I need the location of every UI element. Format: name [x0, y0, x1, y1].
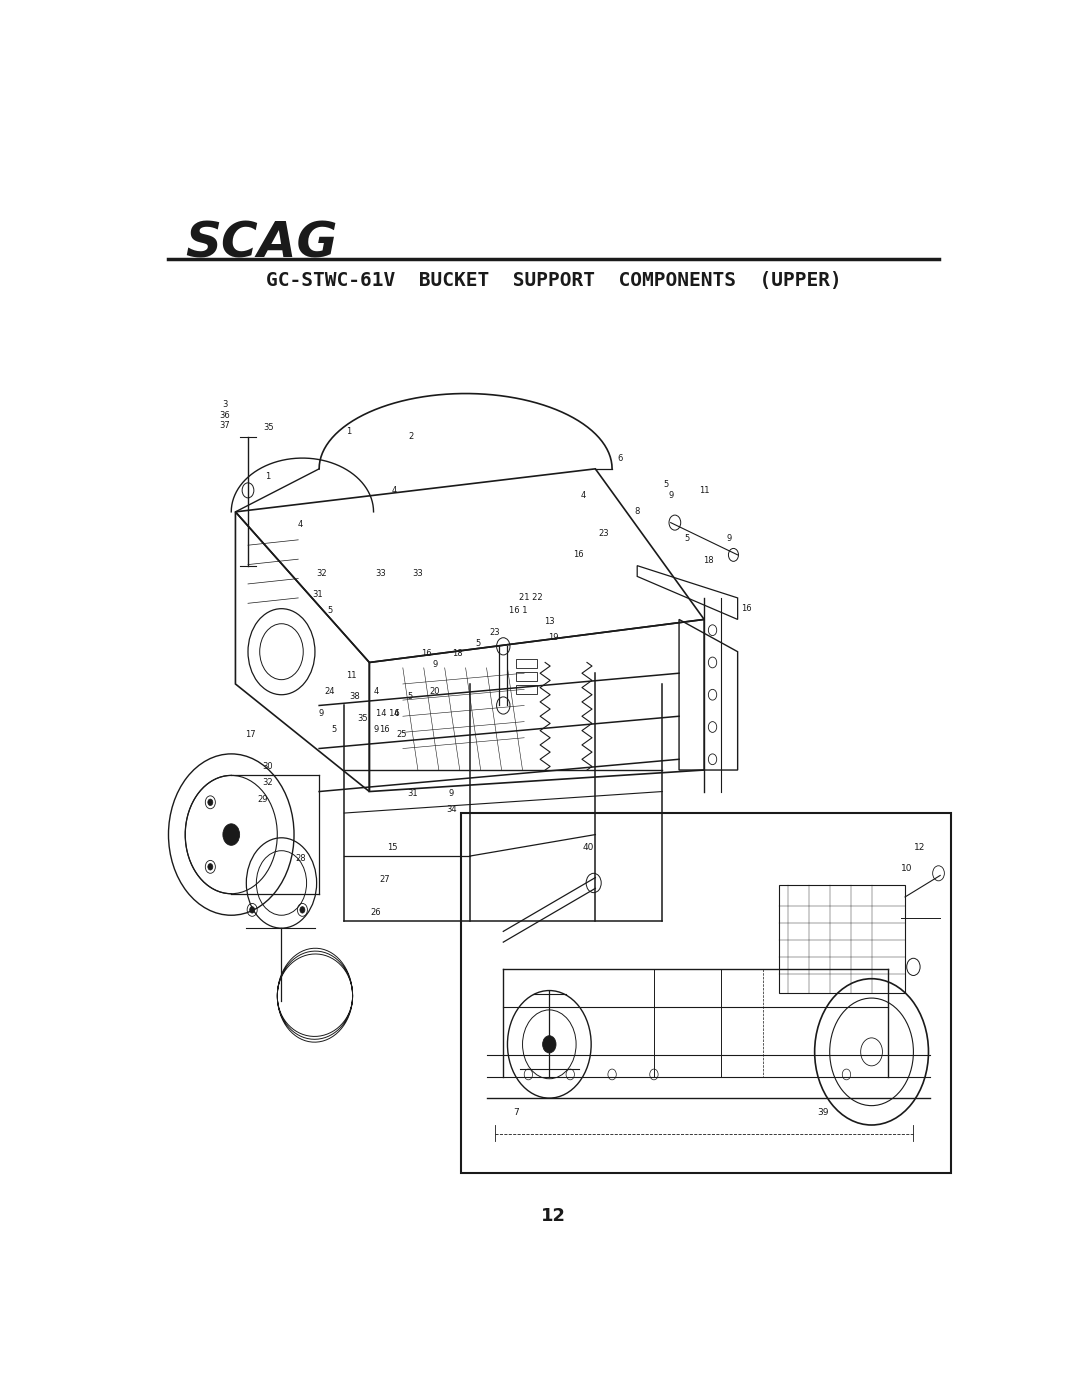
Text: 9: 9: [669, 492, 673, 500]
Text: 11: 11: [346, 671, 356, 680]
Text: 5: 5: [664, 481, 670, 489]
Text: 12: 12: [541, 1207, 566, 1225]
Text: 16: 16: [379, 725, 390, 733]
Text: 34: 34: [446, 805, 457, 814]
Text: 25: 25: [396, 731, 406, 739]
Text: 3
36
37: 3 36 37: [219, 400, 230, 430]
Text: 16 1: 16 1: [509, 606, 528, 615]
Circle shape: [542, 1035, 556, 1053]
Text: 35: 35: [357, 714, 368, 722]
Text: 6: 6: [618, 454, 623, 462]
Text: 39: 39: [818, 1108, 828, 1116]
Text: 31: 31: [312, 590, 323, 599]
Text: 18: 18: [451, 650, 462, 658]
Text: 29: 29: [258, 795, 268, 803]
Circle shape: [207, 799, 213, 806]
Text: 17: 17: [245, 731, 256, 739]
Text: 40: 40: [583, 842, 594, 852]
Text: 13: 13: [544, 617, 555, 626]
Circle shape: [222, 824, 240, 845]
Text: 4: 4: [392, 486, 397, 495]
Text: 33: 33: [375, 569, 386, 578]
Text: 12: 12: [915, 842, 926, 852]
Text: 38: 38: [350, 693, 361, 701]
Text: 30: 30: [262, 763, 272, 771]
Text: 33: 33: [413, 569, 423, 578]
Text: 16: 16: [573, 550, 584, 559]
Text: 15: 15: [388, 842, 399, 852]
Text: 4: 4: [298, 520, 303, 529]
Text: 32: 32: [316, 569, 327, 578]
Text: GC-STWC-61V  BUCKET  SUPPORT  COMPONENTS  (UPPER): GC-STWC-61V BUCKET SUPPORT COMPONENTS (U…: [266, 271, 841, 291]
Text: 32: 32: [262, 778, 272, 788]
Text: 5: 5: [332, 725, 337, 733]
Text: 9: 9: [432, 661, 437, 669]
Bar: [516, 672, 537, 680]
Text: 5: 5: [685, 534, 690, 543]
Text: SCAG: SCAG: [186, 219, 338, 267]
Text: 2: 2: [408, 432, 414, 441]
Text: 11: 11: [699, 486, 710, 495]
Text: 31: 31: [407, 789, 418, 798]
Text: 18: 18: [703, 556, 714, 564]
Text: 9: 9: [449, 789, 454, 798]
Text: 35: 35: [264, 423, 274, 433]
Text: 5: 5: [475, 638, 481, 648]
Text: 10: 10: [901, 865, 913, 873]
Bar: [516, 685, 537, 694]
Text: 24: 24: [324, 687, 335, 696]
Bar: [461, 813, 951, 1173]
Circle shape: [207, 863, 213, 870]
Text: 23: 23: [489, 627, 500, 637]
Text: 1: 1: [346, 426, 351, 436]
Text: 4: 4: [393, 708, 399, 718]
Text: 16: 16: [421, 650, 432, 658]
Circle shape: [300, 907, 305, 914]
Text: 14 16: 14 16: [376, 708, 400, 718]
Circle shape: [249, 907, 255, 914]
Bar: [780, 886, 905, 993]
Text: 5: 5: [407, 693, 413, 701]
Text: 28: 28: [296, 854, 306, 863]
Text: 16: 16: [741, 604, 752, 613]
Text: 9: 9: [727, 534, 732, 543]
Text: 21 22: 21 22: [519, 594, 543, 602]
Text: 8: 8: [635, 507, 639, 517]
Text: 9: 9: [319, 708, 323, 718]
Bar: [516, 659, 537, 668]
Text: 23: 23: [598, 529, 609, 538]
Text: 26: 26: [370, 908, 381, 916]
Text: 20: 20: [430, 687, 440, 696]
Text: 4: 4: [580, 492, 585, 500]
Text: 19: 19: [549, 633, 558, 643]
Text: 1: 1: [265, 472, 270, 481]
Text: 9: 9: [374, 725, 379, 733]
Text: 5: 5: [327, 606, 333, 615]
Text: 4: 4: [374, 687, 379, 696]
Text: 27: 27: [379, 876, 390, 884]
Text: 7: 7: [513, 1108, 518, 1116]
